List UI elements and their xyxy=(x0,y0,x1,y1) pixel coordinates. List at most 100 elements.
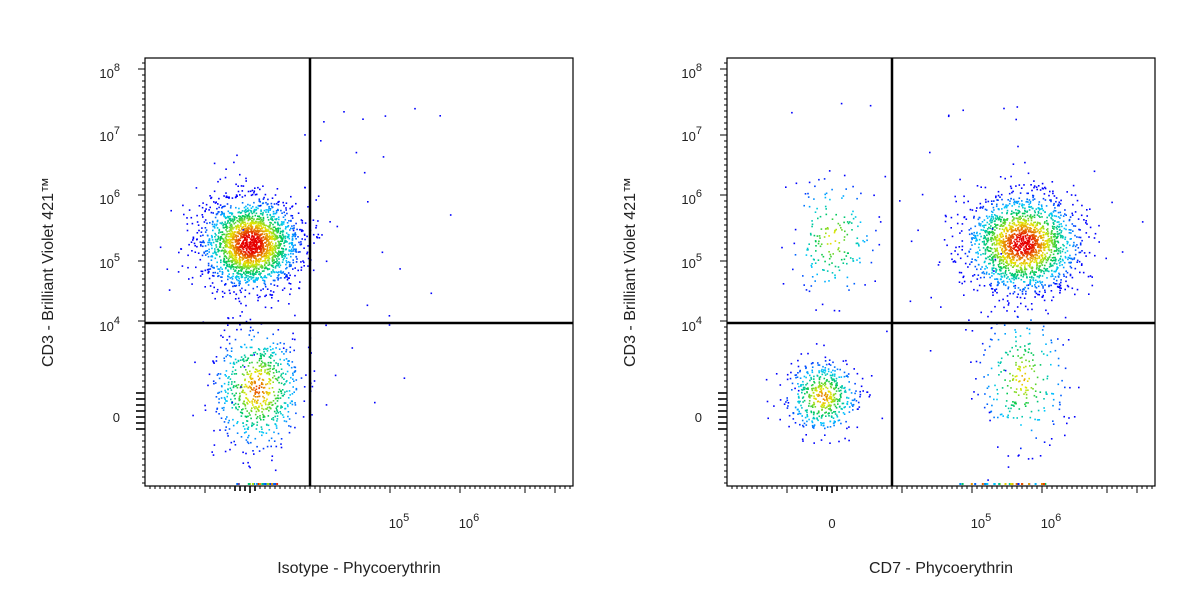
event-point xyxy=(251,227,253,230)
event-point xyxy=(1044,211,1046,213)
event-point xyxy=(1076,259,1079,262)
event-point xyxy=(236,232,238,234)
event-point xyxy=(1072,184,1075,187)
event-point xyxy=(1031,224,1034,227)
event-point xyxy=(1059,264,1061,267)
event-point xyxy=(217,275,219,278)
event-point xyxy=(228,255,231,257)
event-point xyxy=(1018,205,1020,208)
event-point xyxy=(1023,231,1026,233)
event-point xyxy=(249,318,252,321)
event-point xyxy=(241,250,243,252)
event-point xyxy=(1062,266,1065,269)
event-point xyxy=(243,343,246,346)
event-point xyxy=(249,226,252,228)
event-point xyxy=(1040,243,1042,246)
event-point xyxy=(1013,256,1016,259)
event-point xyxy=(257,247,259,250)
event-point xyxy=(291,241,293,244)
event-point xyxy=(241,236,244,239)
event-point xyxy=(1013,276,1016,278)
event-point xyxy=(1059,246,1062,249)
event-point xyxy=(226,242,228,244)
event-point xyxy=(235,256,238,259)
event-point xyxy=(235,250,237,252)
event-point xyxy=(296,228,298,231)
event-point xyxy=(1020,302,1022,305)
event-point xyxy=(283,420,286,422)
event-point xyxy=(1012,229,1015,232)
event-point xyxy=(998,268,1001,271)
event-point xyxy=(250,441,252,444)
event-point xyxy=(984,237,987,239)
event-point xyxy=(286,222,289,224)
event-point xyxy=(268,232,271,235)
event-point xyxy=(245,304,247,307)
event-point xyxy=(239,237,242,239)
event-point xyxy=(1025,219,1027,222)
event-point xyxy=(245,247,248,250)
event-point xyxy=(1022,222,1024,224)
event-point xyxy=(255,410,258,413)
event-point xyxy=(253,208,256,211)
event-point xyxy=(221,290,224,293)
event-point xyxy=(1009,257,1011,259)
event-point xyxy=(1039,265,1042,267)
event-point xyxy=(999,234,1002,236)
event-point xyxy=(1053,250,1056,253)
event-point xyxy=(247,203,249,206)
event-point xyxy=(255,259,257,261)
y-tick-label: 105 xyxy=(99,252,120,271)
event-point xyxy=(986,234,988,236)
event-point xyxy=(262,249,265,251)
event-point xyxy=(1018,230,1021,232)
event-point xyxy=(260,217,262,219)
event-point xyxy=(1006,252,1008,254)
event-point xyxy=(1074,249,1077,251)
event-point xyxy=(264,254,267,257)
event-point xyxy=(261,255,264,258)
event-point xyxy=(284,241,287,243)
event-point xyxy=(285,257,288,260)
event-point xyxy=(329,221,331,223)
event-point xyxy=(304,222,307,224)
event-point xyxy=(266,368,269,371)
event-point xyxy=(217,203,219,205)
event-point xyxy=(260,247,262,250)
event-point xyxy=(1055,247,1058,249)
event-point xyxy=(260,253,263,255)
event-point xyxy=(271,197,274,199)
event-point xyxy=(264,306,267,309)
event-point xyxy=(249,190,252,193)
event-point xyxy=(269,401,272,404)
event-point xyxy=(987,315,989,318)
event-point xyxy=(283,255,285,257)
event-point xyxy=(261,391,264,393)
event-point xyxy=(261,360,263,363)
event-point xyxy=(244,216,247,218)
event-point xyxy=(1018,210,1020,212)
event-point xyxy=(230,255,232,257)
event-point xyxy=(271,387,274,389)
event-point xyxy=(282,259,284,261)
event-point xyxy=(246,280,248,283)
event-point xyxy=(291,206,293,208)
event-point xyxy=(1006,212,1008,215)
event-point xyxy=(254,278,257,281)
event-point xyxy=(1022,224,1024,227)
event-point xyxy=(1023,204,1025,206)
event-point xyxy=(1005,232,1007,235)
event-point xyxy=(254,231,256,234)
event-point xyxy=(213,227,216,229)
event-point xyxy=(1014,229,1017,232)
event-point xyxy=(1074,225,1077,227)
event-point xyxy=(225,256,227,258)
event-point xyxy=(1008,234,1011,236)
event-point xyxy=(1036,264,1038,266)
event-point xyxy=(1007,255,1009,258)
event-point xyxy=(228,226,231,229)
event-point xyxy=(241,218,244,220)
event-point xyxy=(261,378,264,381)
event-point xyxy=(1017,293,1019,296)
event-point xyxy=(228,260,231,263)
